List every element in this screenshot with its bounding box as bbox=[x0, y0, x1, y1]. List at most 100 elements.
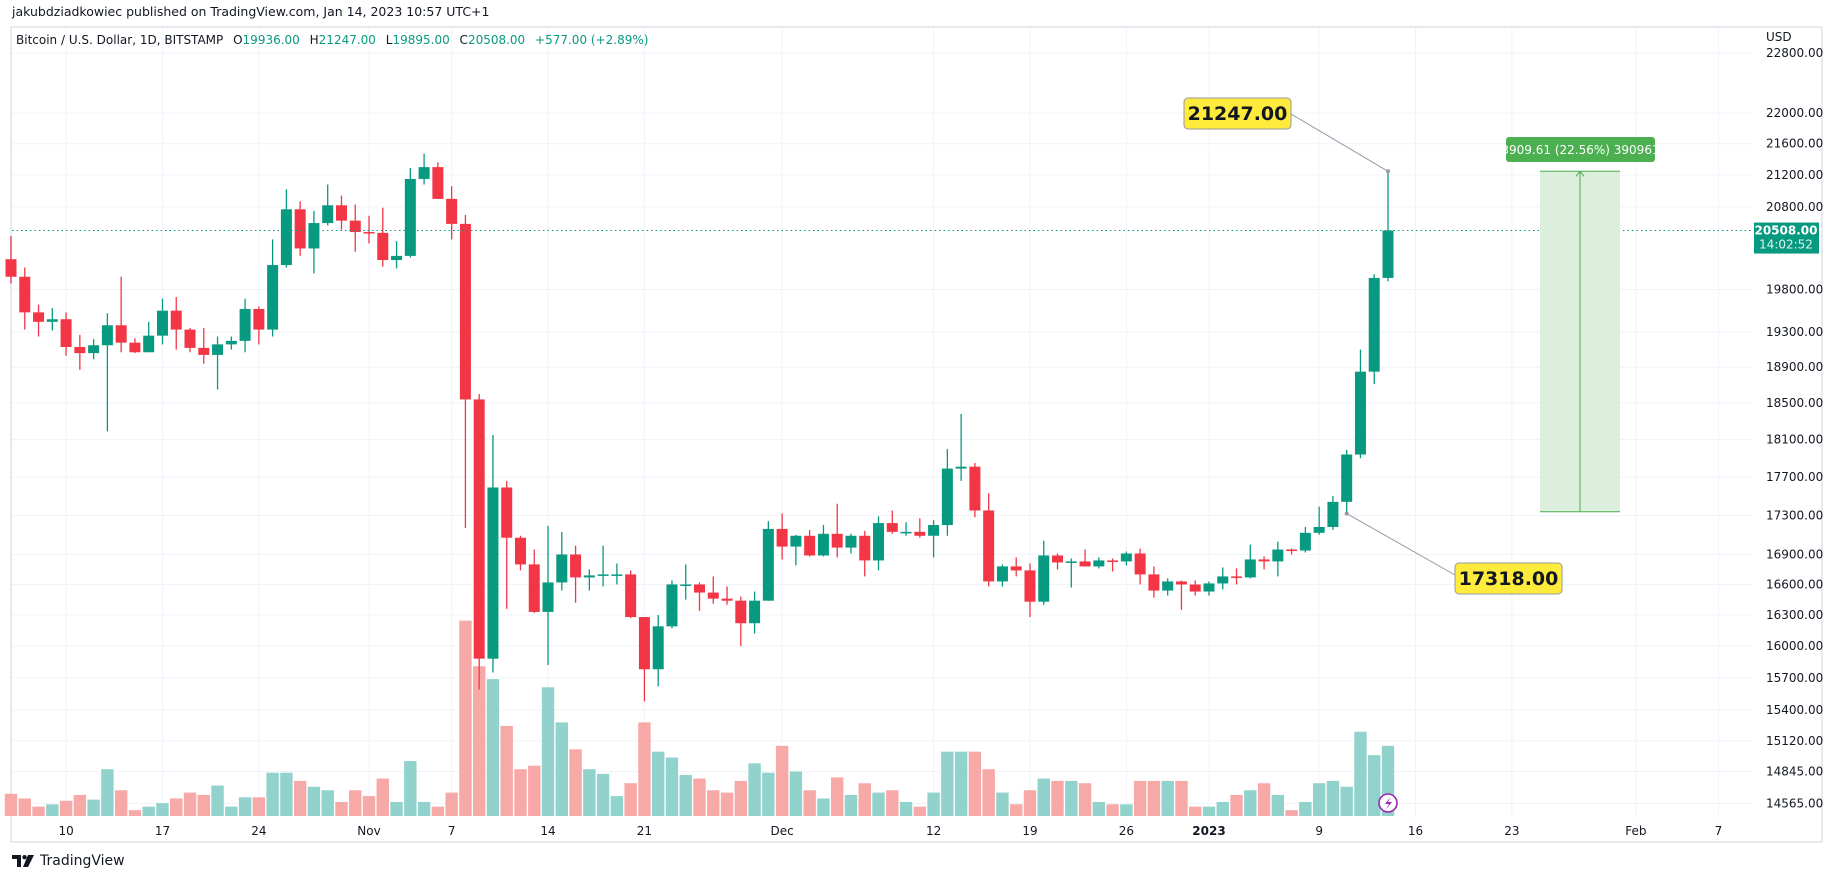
candle-body bbox=[418, 167, 430, 179]
candle-body bbox=[625, 574, 637, 618]
candle bbox=[487, 435, 499, 673]
candle-body bbox=[1382, 230, 1394, 278]
candle-body bbox=[267, 265, 279, 330]
volume-bar bbox=[1010, 804, 1023, 816]
candle bbox=[831, 503, 843, 558]
volume-bar bbox=[831, 777, 844, 816]
low-callout-anchor bbox=[1344, 511, 1349, 516]
candle-body bbox=[1010, 566, 1022, 571]
candle bbox=[363, 215, 375, 244]
volume-bar bbox=[803, 790, 816, 816]
candle-body bbox=[19, 276, 31, 313]
volume-bar bbox=[500, 725, 513, 816]
volume-bar bbox=[555, 722, 568, 816]
candle-body bbox=[432, 167, 444, 199]
alert-lightning-icon[interactable] bbox=[1378, 793, 1398, 813]
volume-bar bbox=[651, 751, 665, 816]
candle bbox=[267, 239, 279, 337]
candle-body bbox=[776, 528, 788, 547]
arrow-up-icon bbox=[1575, 170, 1585, 177]
volume-bar bbox=[156, 803, 169, 816]
candle-body bbox=[570, 554, 582, 578]
chart-legend: Bitcoin / U.S. Dollar, 1D, BITSTAMP O199… bbox=[16, 33, 648, 47]
candle bbox=[638, 617, 650, 702]
candle-body bbox=[1286, 549, 1298, 552]
candle bbox=[928, 520, 940, 558]
volume-bar bbox=[762, 772, 775, 816]
date-tick-label: 7 bbox=[1715, 824, 1723, 838]
candle-body bbox=[5, 259, 17, 277]
price-tick-label: 19300.00 bbox=[1766, 325, 1823, 339]
candle bbox=[60, 312, 72, 356]
volume-bar bbox=[541, 687, 555, 816]
candle bbox=[859, 530, 871, 577]
candle bbox=[955, 413, 967, 481]
candle bbox=[377, 207, 389, 267]
volume-bar bbox=[225, 806, 238, 816]
volume-bar bbox=[982, 769, 995, 816]
open-value: 19936.00 bbox=[242, 33, 300, 47]
candle-body bbox=[225, 340, 237, 345]
low-callout-pointer bbox=[1346, 513, 1456, 576]
candle bbox=[225, 336, 237, 350]
candle-body bbox=[749, 600, 761, 624]
candle bbox=[101, 313, 113, 432]
candle bbox=[1162, 578, 1174, 596]
tradingview-logo-icon bbox=[12, 855, 34, 867]
candle-body bbox=[198, 347, 210, 355]
high-callout-text: 21247.00 bbox=[1188, 103, 1288, 125]
volume-bar bbox=[1299, 801, 1312, 816]
candle-body bbox=[1272, 549, 1284, 562]
volume-bar bbox=[1133, 780, 1147, 816]
candle bbox=[418, 153, 430, 185]
candle bbox=[542, 526, 554, 666]
volume-bar bbox=[376, 778, 389, 816]
price-tick-label: 16900.00 bbox=[1766, 547, 1823, 561]
high-callout-box[interactable] bbox=[1183, 97, 1292, 130]
volume-bar bbox=[528, 765, 541, 816]
candle bbox=[156, 298, 168, 345]
candle bbox=[983, 493, 995, 587]
candle-body bbox=[1093, 560, 1105, 567]
candle bbox=[597, 545, 609, 587]
volume-bar bbox=[404, 761, 417, 816]
candle bbox=[1120, 551, 1132, 566]
candle bbox=[1189, 580, 1201, 596]
candle-body bbox=[1148, 574, 1160, 591]
low-label: L bbox=[385, 33, 393, 47]
candle bbox=[446, 186, 458, 240]
volume-bar bbox=[1257, 783, 1271, 816]
volume-bar bbox=[624, 783, 637, 816]
low-callout-box[interactable] bbox=[1454, 562, 1563, 595]
volume-bar bbox=[1161, 780, 1174, 816]
chart-frame bbox=[10, 26, 1823, 843]
high-value: 21247.00 bbox=[318, 33, 376, 47]
price-tick-label: 18900.00 bbox=[1766, 360, 1823, 374]
candle-body bbox=[666, 584, 678, 627]
date-tick-label: Dec bbox=[771, 824, 794, 838]
candle bbox=[666, 580, 678, 629]
volume-bar bbox=[514, 769, 527, 816]
volume-bar bbox=[707, 790, 720, 816]
candle bbox=[170, 296, 182, 350]
candle-body bbox=[941, 468, 953, 526]
candle bbox=[74, 334, 86, 370]
candle bbox=[707, 576, 719, 604]
date-tick-label: 10 bbox=[58, 824, 73, 838]
price-callouts: 21247.00 17318.00 bbox=[1183, 97, 1563, 595]
volume-bar bbox=[1078, 783, 1092, 816]
candle bbox=[1065, 558, 1077, 588]
candle bbox=[239, 298, 251, 353]
volume-bar bbox=[307, 786, 321, 816]
time-axis: 10 17 24 Nov 7 14 21 Dec 12 19 26 2023 9 16 23 Feb 7 bbox=[58, 824, 1722, 838]
candle-body bbox=[542, 582, 554, 612]
volume-bar bbox=[87, 799, 100, 816]
volume-bar bbox=[46, 804, 59, 816]
volume-bar bbox=[941, 751, 954, 816]
candle-body bbox=[33, 312, 45, 322]
volume-bar bbox=[844, 794, 858, 816]
candle-body bbox=[1244, 559, 1256, 578]
price-tick-label: 15400.00 bbox=[1766, 703, 1823, 717]
candle bbox=[1038, 540, 1050, 605]
